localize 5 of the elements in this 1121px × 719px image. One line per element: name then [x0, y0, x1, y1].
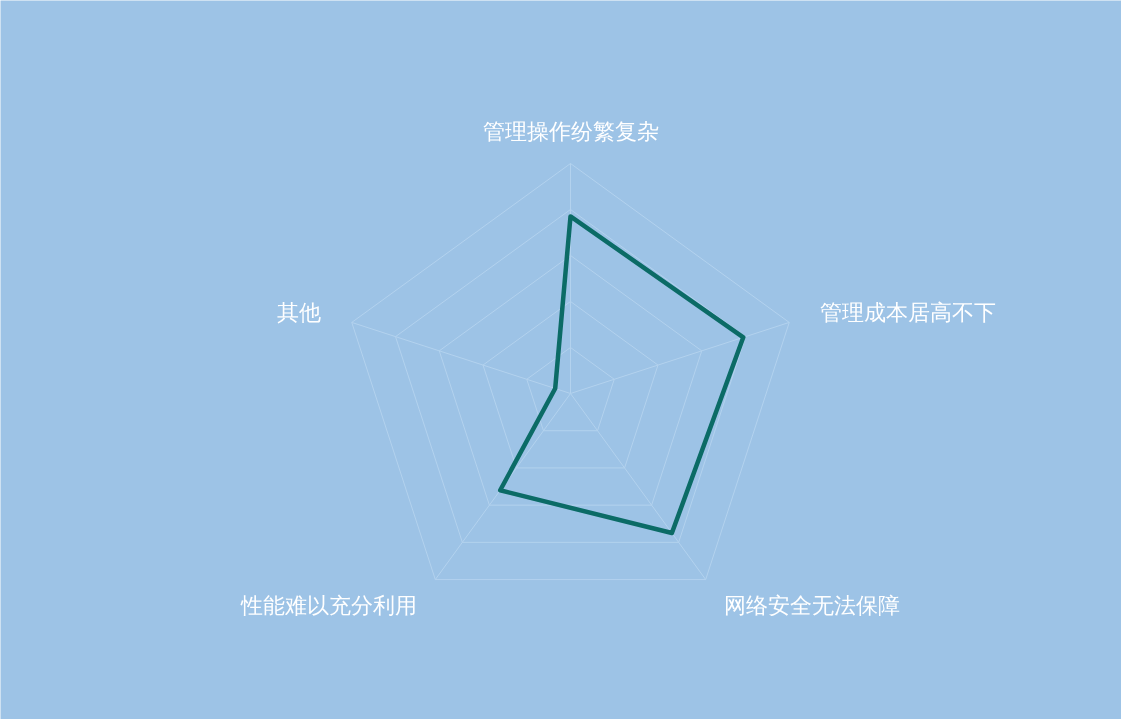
spoke-label: 网络安全无法保障	[724, 592, 901, 618]
spoke-label: 性能难以充分利用	[239, 592, 417, 618]
spoke-label: 其他	[277, 300, 322, 326]
spoke-label: 管理操作纷繁复杂	[482, 119, 659, 144]
spoke-label: 管理成本居高不下	[819, 300, 996, 326]
